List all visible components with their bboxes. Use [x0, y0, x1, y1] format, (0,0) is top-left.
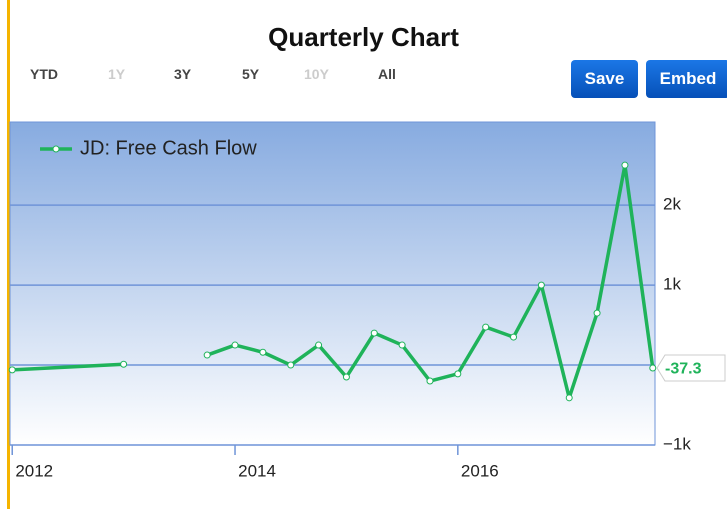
range-button[interactable]: 3Y	[174, 66, 192, 82]
data-point	[510, 333, 518, 341]
data-point	[370, 329, 378, 337]
x-tick-label: 2014	[238, 461, 276, 480]
data-point	[342, 373, 350, 381]
y-tick-label: −1k	[663, 434, 691, 453]
data-point	[259, 348, 267, 356]
range-button[interactable]: 5Y	[242, 66, 260, 82]
data-point	[482, 323, 490, 331]
data-point	[287, 361, 295, 369]
button[interactable]: Save	[571, 60, 638, 98]
data-point	[315, 341, 323, 349]
data-point	[593, 309, 601, 317]
plot-area	[9, 121, 656, 446]
value-label-box	[656, 354, 726, 382]
data-point	[537, 281, 545, 289]
value-label: -37.3	[665, 360, 702, 377]
data-point	[120, 360, 128, 368]
data-point	[231, 341, 239, 349]
data-point	[649, 364, 657, 372]
button[interactable]: Embed	[646, 60, 727, 98]
data-point	[454, 370, 462, 378]
data-point	[621, 161, 629, 169]
data-point	[8, 366, 16, 374]
data-point	[426, 377, 434, 385]
y-tick-label: 2k	[663, 195, 681, 214]
range-button[interactable]: YTD	[30, 66, 58, 82]
range-button: 10Y	[304, 66, 329, 82]
range-button: 1Y	[108, 66, 126, 82]
series-line	[12, 362, 124, 372]
legend-label: JD: Free Cash Flow	[80, 137, 257, 159]
range-button[interactable]: All	[378, 66, 396, 82]
legend-marker	[52, 145, 60, 153]
x-tick-label: 2012	[15, 461, 53, 480]
data-point	[565, 394, 573, 402]
chart-title: Quarterly Chart	[268, 22, 459, 52]
data-point	[203, 351, 211, 359]
x-tick-label: 2016	[461, 461, 499, 480]
y-tick-label: 1k	[663, 275, 681, 294]
data-point	[398, 341, 406, 349]
page-edge	[7, 0, 10, 509]
